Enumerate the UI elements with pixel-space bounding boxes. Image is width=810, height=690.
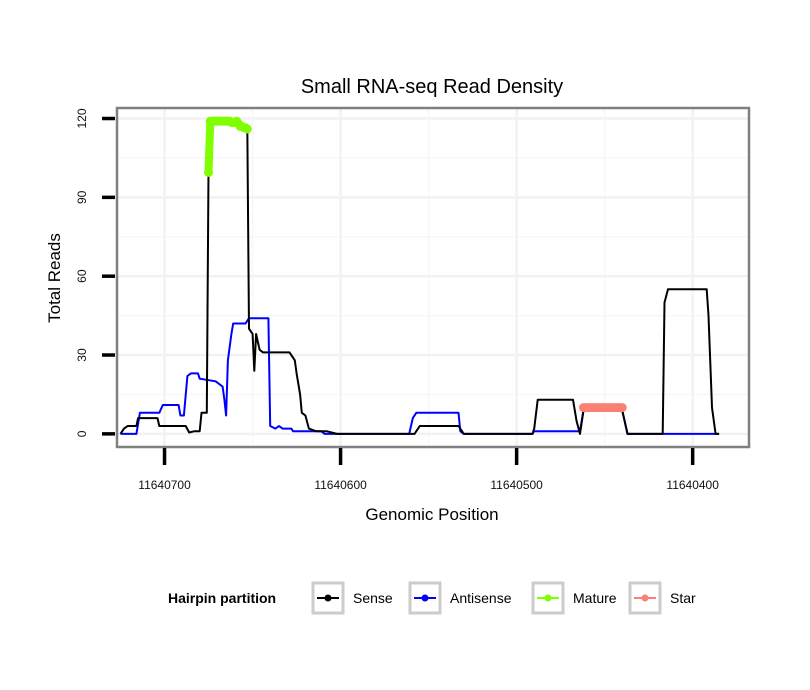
series-layer [119,116,720,435]
legend: Hairpin partition Sense Antisense Mature St… [168,581,696,615]
x-tick-label: 11640500 [490,478,543,492]
series-points-star [579,403,627,413]
chart-title: Small RNA-seq Read Density [301,76,563,98]
x-axis-title: Genomic Position [365,505,498,524]
data-point-mature [204,167,214,177]
data-point-mature [242,124,252,134]
plot-panel [115,106,751,449]
legend-label: Antisense [450,590,512,606]
y-axis-title: Total Reads [45,233,64,323]
x-tick-label: 11640600 [314,478,367,492]
legend-key-point [324,594,332,602]
legend-label: Sense [353,590,393,606]
legend-item-mature: Mature [531,581,617,615]
y-tick-label: 120 [75,108,89,128]
legend-title: Hairpin partition [168,590,276,606]
y-tick-label: 90 [75,190,89,204]
legend-item-antisense: Antisense [408,581,512,615]
legend-item-sense: Sense [311,581,393,615]
x-tick-label: 11640400 [666,478,719,492]
y-tick-label: 0 [75,430,89,437]
y-tick-label: 30 [75,348,89,362]
plot-border [115,106,751,449]
legend-items: Sense Antisense Mature Star [311,581,696,615]
legend-label: Star [670,590,696,606]
y-axis: 0 30 60 90 120 [75,108,115,437]
legend-label: Mature [573,590,617,606]
x-axis: 11640700 11640600 11640500 11640400 [138,448,719,492]
series-points-mature [204,116,252,177]
grid-minor [117,108,749,447]
legend-key-point [544,594,552,602]
data-point-star [617,403,627,413]
legend-key-point [421,594,429,602]
y-tick-label: 60 [75,269,89,283]
legend-item-star: Star [628,581,696,615]
legend-key-point [641,594,649,602]
x-tick-label: 11640700 [138,478,191,492]
